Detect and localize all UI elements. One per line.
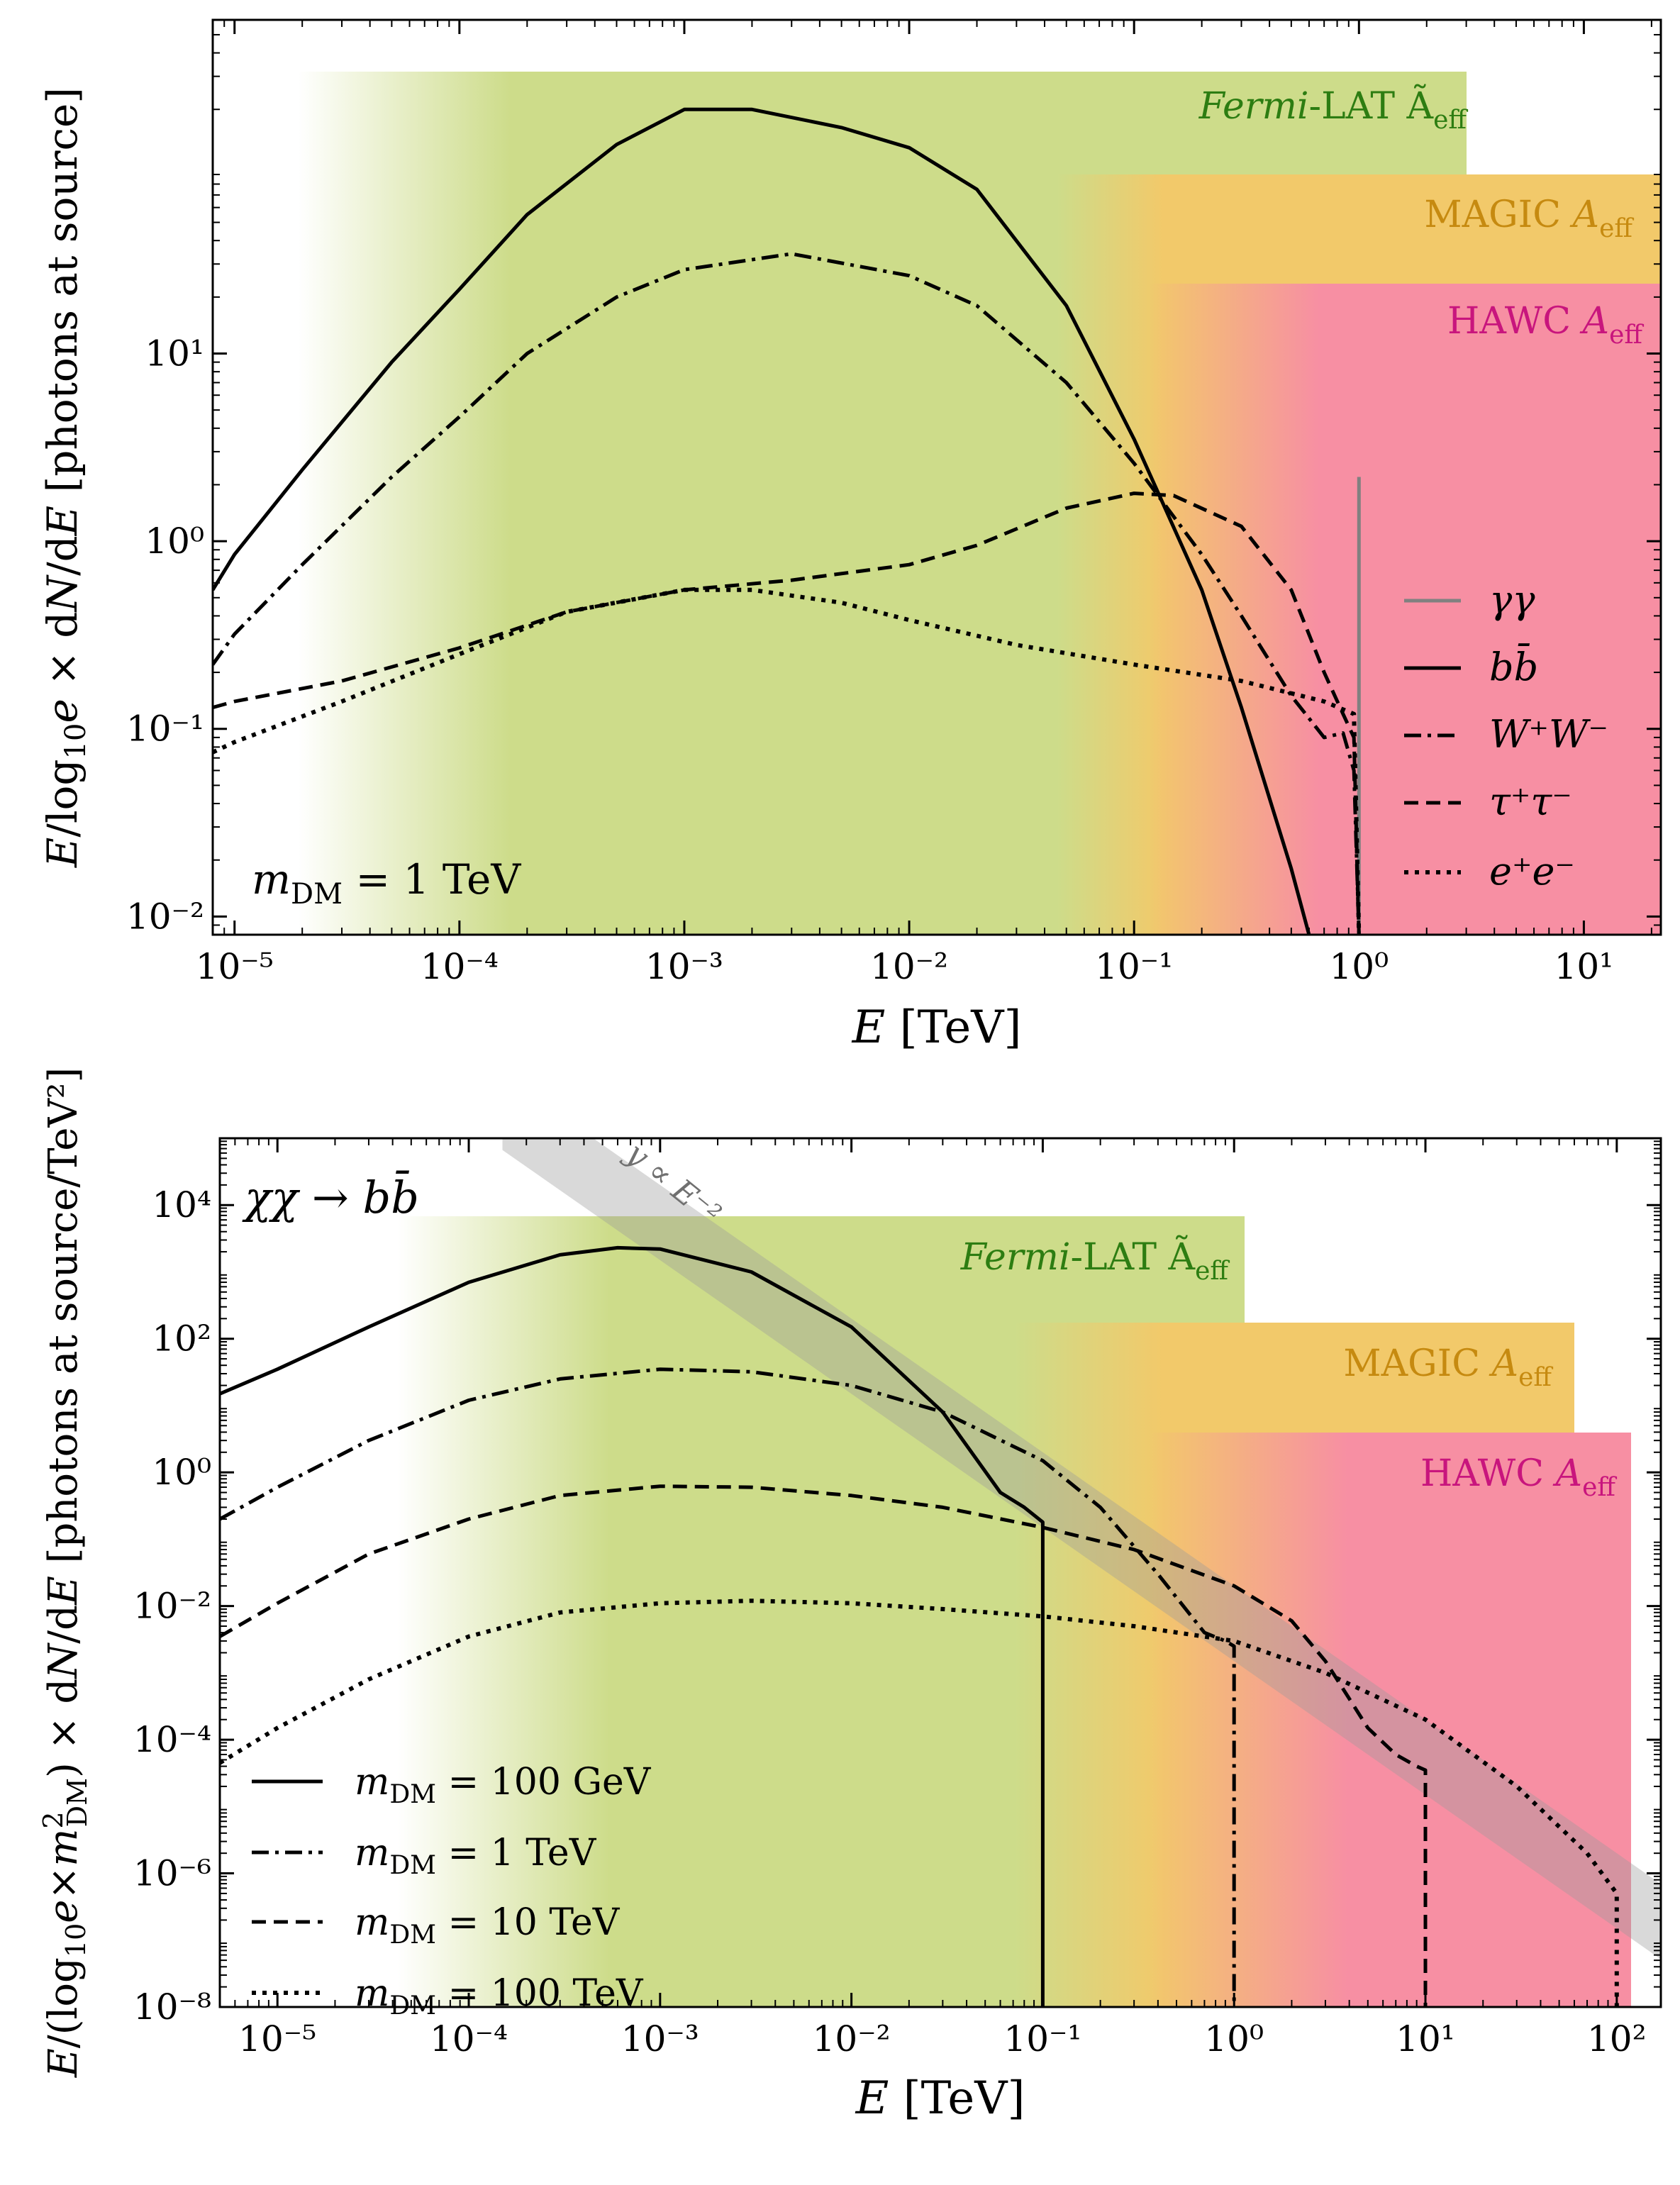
legend: mDM = 100 GeV mDM = 1 TeV mDM = 10 TeV m… bbox=[252, 1761, 652, 2020]
x-tick-label: 10⁻² bbox=[813, 2018, 891, 2059]
series-b-b- bbox=[213, 107, 1311, 935]
legend-label-gamma: γγ bbox=[1489, 577, 1535, 622]
magic-band-label: MAGIC Aeff bbox=[1343, 1342, 1553, 1392]
x-tick-label: 10⁰ bbox=[1204, 2018, 1264, 2059]
series-- bbox=[213, 491, 1361, 935]
x-tick-label: 10⁻¹ bbox=[1095, 946, 1173, 987]
x-tick-label: 10⁻⁴ bbox=[421, 946, 499, 987]
y-tick-label: 10⁰ bbox=[152, 1452, 211, 1493]
y-tick-label: 10⁻⁶ bbox=[133, 1853, 211, 1894]
reference-band-shape bbox=[502, 1138, 1661, 1959]
x-tick-label: 10¹ bbox=[1396, 2018, 1455, 2059]
fermi-band-label: Fermi-LAT Ãeff bbox=[1198, 84, 1469, 135]
axes-frame bbox=[218, 1137, 1662, 2008]
axes-frame bbox=[211, 18, 1662, 936]
x-axis-label: E [TeV] bbox=[852, 1001, 1022, 1054]
x-tick-label: 10¹ bbox=[1554, 946, 1614, 987]
y-tick-label: 10¹ bbox=[145, 333, 204, 374]
top-panel: Fermi-LAT Ãeff MAGIC Aeff HAWC Aeff 10⁻⁵… bbox=[38, 18, 1662, 1054]
svg-text:E/log10e × dN/dE [photons at s: E/log10e × dN/dE [photons at source] bbox=[38, 87, 92, 868]
legend-label-bb: bb̄ bbox=[1489, 643, 1538, 689]
x-tick-label: 10⁻³ bbox=[621, 2018, 699, 2059]
series-m-dm-1-tev bbox=[220, 1367, 1236, 2007]
legend-label-100gev: mDM = 100 GeV bbox=[355, 1761, 652, 1809]
y-tick-label: 10⁰ bbox=[145, 521, 204, 562]
x-axis-label: E [TeV] bbox=[855, 2072, 1025, 2125]
magic-band-label: MAGIC Aeff bbox=[1424, 194, 1634, 243]
legend-label-1tev: mDM = 1 TeV bbox=[355, 1832, 597, 1880]
x-tick-label: 10⁻¹ bbox=[1003, 2018, 1081, 2059]
fermi-band-label: Fermi-LAT Ãeff bbox=[960, 1235, 1230, 1286]
y-axis-label: E/(log10e×m2DM) × dN/dE [photons at sour… bbox=[38, 1067, 93, 2078]
series-group bbox=[213, 107, 1362, 935]
hawc-band bbox=[1149, 284, 1661, 935]
series-m-dm-100-gev bbox=[220, 1245, 1045, 2007]
x-tick-label: 10⁻² bbox=[870, 946, 948, 987]
hawc-band-label: HAWC Aeff bbox=[1447, 300, 1644, 350]
process-annotation: χχ → bb̄ bbox=[242, 1170, 419, 1223]
y-tick-label: 10⁻¹ bbox=[126, 708, 204, 750]
x-tick-label: 10⁻⁵ bbox=[196, 946, 274, 987]
x-tick-label: 10⁻³ bbox=[645, 946, 723, 987]
x-tick-label: 10² bbox=[1587, 2018, 1647, 2059]
y-tick-label: 10⁻⁸ bbox=[133, 1986, 211, 2028]
y-tick-label: 10² bbox=[152, 1318, 211, 1360]
x-tick-label: 10⁰ bbox=[1329, 946, 1389, 987]
reference-band bbox=[502, 1138, 1661, 1959]
x-tick-label: 10⁻⁴ bbox=[430, 2018, 508, 2059]
bottom-panel: y ∝ E⁻² Fermi-LAT Ãeff MAGIC Aeff HAWC A… bbox=[38, 1067, 1662, 2125]
tick-group: 10⁻⁵ 10⁻⁴ 10⁻³ 10⁻² 10⁻¹ 10⁰ 10¹ 10² 10⁻⁸ 10⁻⁶ 10⁻… bbox=[133, 1138, 1661, 2059]
y-tick-label: 10⁴ bbox=[152, 1184, 211, 1225]
legend-label-ww: W⁺W⁻ bbox=[1489, 712, 1608, 757]
series-m-dm-100-tev bbox=[220, 1599, 1619, 2007]
svg-text:E/(log10e×m2DM) × dN/dE [photo: E/(log10e×m2DM) × dN/dE [photons at sour… bbox=[38, 1067, 93, 2078]
series-m-dm-10-tev bbox=[220, 1484, 1428, 2007]
tick-group: 10⁻⁵ 10⁻⁴ 10⁻³ 10⁻² 10⁻¹ 10⁰ 10¹ 10⁻² 10⁻¹ 10⁰ 10¹ bbox=[126, 19, 1661, 987]
hawc-band-label: HAWC Aeff bbox=[1420, 1452, 1617, 1502]
legend-label-10tev: mDM = 10 TeV bbox=[355, 1901, 621, 1950]
y-tick-label: 10⁻² bbox=[126, 896, 204, 937]
x-tick-label: 10⁻⁵ bbox=[238, 2018, 316, 2059]
legend: γγ bb̄ W⁺W⁻ τ⁺τ⁻ e⁺e⁻ bbox=[1404, 577, 1608, 894]
legend-label-ee: e⁺e⁻ bbox=[1489, 849, 1575, 894]
series-w-w- bbox=[213, 252, 1361, 935]
legend-label-100tev: mDM = 100 TeV bbox=[355, 1972, 644, 2020]
hawc-band bbox=[1149, 1433, 1631, 2007]
legend-label-tautau: τ⁺τ⁻ bbox=[1489, 779, 1572, 824]
mass-annotation: mDM = 1 TeV bbox=[252, 855, 521, 911]
y-axis-label: E/log10e × dN/dE [photons at source] bbox=[38, 87, 92, 868]
series-group bbox=[220, 1245, 1619, 2007]
series-e-e- bbox=[213, 587, 1362, 935]
y-tick-label: 10⁻⁴ bbox=[133, 1719, 211, 1760]
y-tick-label: 10⁻² bbox=[133, 1586, 211, 1627]
